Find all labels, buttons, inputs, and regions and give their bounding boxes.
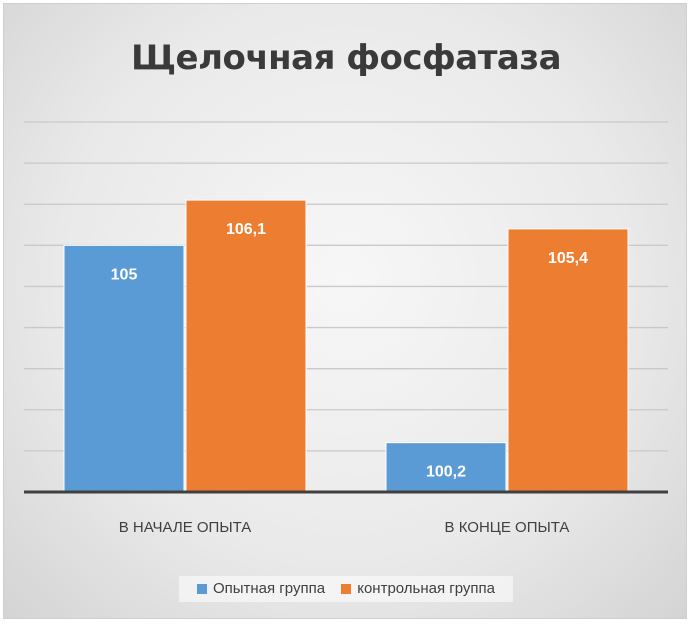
legend-item-series-1: Опытная группа [196, 580, 326, 597]
data-label: 105 [111, 266, 138, 283]
data-label: 100,2 [426, 464, 466, 481]
bar-experimental-2 [385, 442, 507, 493]
chart-title: Щелочная фосфатаза [130, 38, 562, 78]
data-label: 105,4 [548, 250, 588, 267]
x-tick-label: В НАЧАЛЕ ОПЫТА [119, 519, 252, 536]
bars [63, 199, 629, 493]
bar-control-1 [185, 199, 307, 493]
data-labels: 105 106,1 100,2 105,4 [111, 221, 588, 481]
legend-swatch-blue [196, 583, 207, 594]
x-tick-labels: В НАЧАЛЕ ОПЫТА В КОНЦЕ ОПЫТА [119, 519, 570, 536]
plot-area: 105 106,1 100,2 105,4 В НАЧАЛЕ ОПЫТА В КОНЦЕ… [24, 121, 668, 536]
x-tick-label: В КОНЦЕ ОПЫТА [445, 519, 570, 536]
legend-item-series-2: контрольная группа [341, 580, 495, 597]
bar-control-2 [507, 228, 629, 493]
legend-swatch-orange [341, 583, 352, 594]
chart-frame: Щелочная фосфатаза 105 106,1 100,2 105,4 В … [3, 3, 687, 619]
data-label: 106,1 [226, 221, 266, 238]
legend-label: контрольная группа [357, 580, 496, 597]
legend: Опытная группа контрольная группа [4, 576, 688, 602]
bar-experimental-1 [63, 244, 185, 493]
legend-label: Опытная группа [212, 580, 326, 597]
